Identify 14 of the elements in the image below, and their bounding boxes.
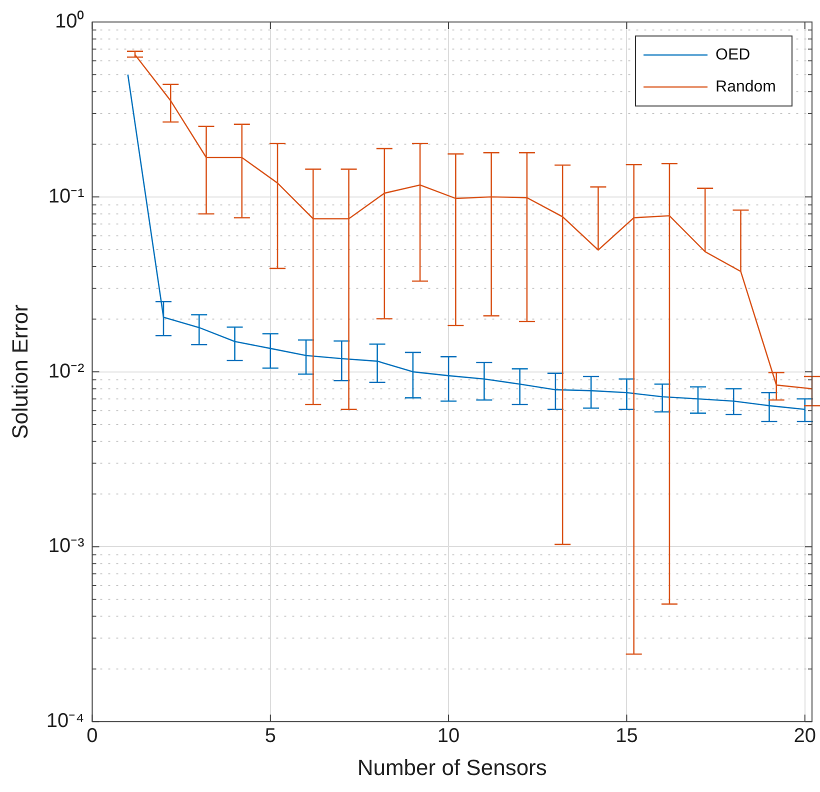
y-tick-label: 10⁻¹	[48, 185, 85, 208]
x-axis-title: Number of Sensors	[357, 754, 547, 780]
legend-label: OED	[716, 46, 750, 64]
y-tick-label: 10⁻⁴	[46, 710, 84, 732]
x-tick-label: 15	[616, 725, 638, 748]
x-tick-label: 5	[264, 725, 276, 748]
y-tick-label: 10⁻²	[48, 360, 85, 382]
x-tick-label: 0	[86, 725, 98, 748]
y-tick-label: 10⁻³	[48, 535, 85, 558]
y-tick-label: 10⁰	[54, 10, 84, 33]
x-tick-label: 10	[437, 725, 460, 748]
x-tick-label: 20	[794, 725, 816, 748]
y-axis-title: Solution Error	[7, 304, 32, 440]
legend-label: Random	[716, 78, 776, 96]
